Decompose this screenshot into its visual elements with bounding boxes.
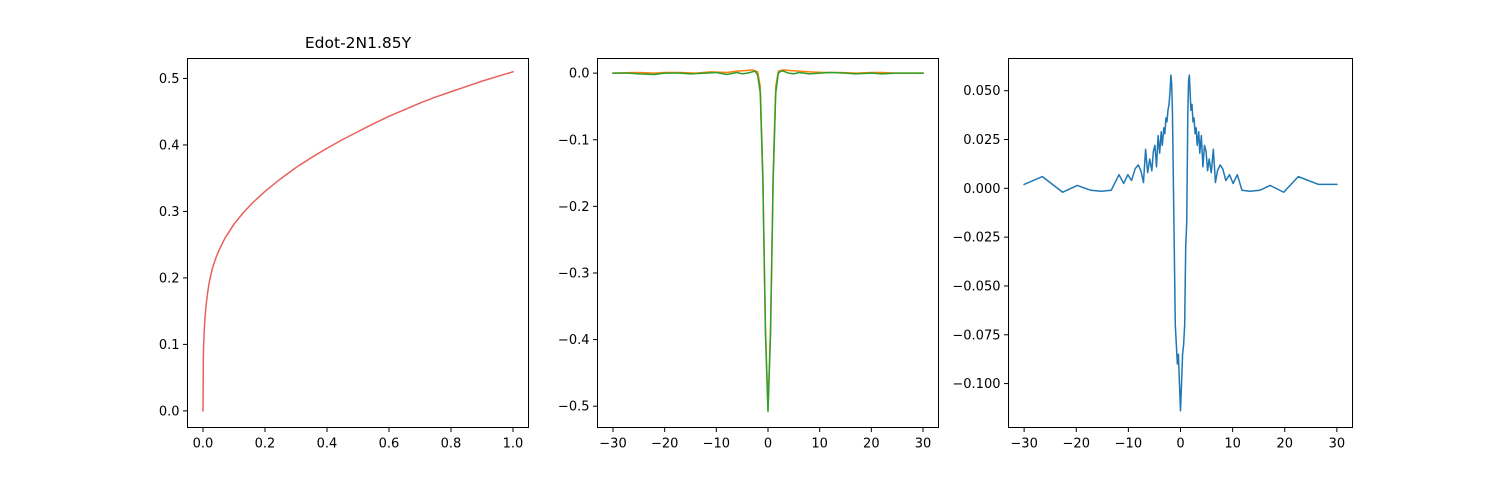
panel-3-frame <box>1008 58 1353 428</box>
panel-1-series-1-line <box>202 70 514 412</box>
panel-2-series-2-line <box>612 70 924 413</box>
panel-1-y-tick-label: 0.2 <box>159 271 180 286</box>
panel-2-y-axis: 0.0 −0.1 −0.2 −0.3 −0.4 −0.5 <box>558 67 598 415</box>
panel-3-y-tick-label: −0.025 <box>952 231 1000 246</box>
panel-1-y-tick-label: 0.0 <box>159 404 180 419</box>
panel-3-x-tick-label: −10 <box>1115 437 1142 452</box>
panel-3-y-tick-label: 0.000 <box>963 182 1000 197</box>
panel-3-x-tick-label: −20 <box>1063 437 1090 452</box>
panel-2-plot-area <box>612 69 924 413</box>
panel-2-y-tick-label: −0.5 <box>558 400 590 415</box>
panel-1-x-tick-label: 0.6 <box>379 437 400 452</box>
panel-1-y-tick-label: 0.4 <box>159 138 180 153</box>
panel-1-x-tick-label: 1.0 <box>503 437 524 452</box>
panel-2-x-axis: −30 −20 −10 0 10 20 30 <box>599 427 932 452</box>
panel-1-y-tick-label: 0.5 <box>159 72 180 87</box>
panel-1-x-axis: 0.0 0.2 0.4 0.6 0.8 1.0 <box>193 427 524 452</box>
panel-3-x-tick-label: 30 <box>1329 437 1346 452</box>
panel-3-y-axis: 0.050 0.025 0.000 −0.025 −0.050 −0.075 −0.100 <box>952 84 1009 392</box>
panel-2-x-tick-label: −20 <box>651 437 678 452</box>
panel-2-frame <box>597 58 939 428</box>
panel-2-y-tick-label: 0.0 <box>569 67 590 82</box>
panel-1-x-tick-label: 0.0 <box>193 437 214 452</box>
panel-3-y-tick-label: −0.100 <box>952 377 1000 392</box>
panel-3-y-tick-label: −0.075 <box>952 328 1000 343</box>
panel-2-x-tick-label: −10 <box>703 437 730 452</box>
panel-3-y-tick-label: −0.050 <box>952 279 1000 294</box>
panel-1-cumulative-curve: Edot-2N1.85Y 0.0 0.2 0.4 0.6 0.8 1.0 0.00.10.… <box>159 34 529 452</box>
panel-2-x-tick-label: −30 <box>599 437 626 452</box>
panel-1-y-tick-label: 0.1 <box>159 338 180 353</box>
panel-3-y-tick-label: 0.025 <box>963 133 1000 148</box>
panel-3-x-tick-label: 20 <box>1276 437 1293 452</box>
panel-1-y-axis: 0.0 0.1 0.2 0.3 0.4 0.5 <box>159 72 188 419</box>
panel-2-y-tick-label: −0.1 <box>558 133 590 148</box>
panel-3-x-tick-label: −30 <box>1010 437 1037 452</box>
panel-3-x-axis: −30 −20 −10 0 10 20 30 <box>1010 427 1346 452</box>
panel-2-x-tick-label: 20 <box>863 437 880 452</box>
panel-3-x-tick-label: 0 <box>1176 437 1184 452</box>
panel-1-title: Edot-2N1.85Y <box>305 34 412 52</box>
panel-1-frame <box>187 58 529 428</box>
panel-2-dip-curves: −30 −20 −10 0 10 20 30 0.0 −0.1 −0.2 −0.3 −0.4 −0.5 <box>558 58 939 452</box>
panel-3-plot-area <box>1023 74 1338 412</box>
panel-2-x-tick-label: 0 <box>764 437 772 452</box>
panel-3-series-1-line <box>1023 74 1338 412</box>
panel-1-x-tick-label: 0.2 <box>255 437 276 452</box>
panel-2-x-tick-label: 10 <box>811 437 828 452</box>
panel-2-y-tick-label: −0.4 <box>558 333 590 348</box>
panel-1-x-tick-label: 0.8 <box>441 437 462 452</box>
panel-3-difference-curve: −30 −20 −10 0 10 20 30 0.050 0.025 0.000 −0.025 −0… <box>952 58 1353 452</box>
panel-2-x-tick-label: 30 <box>915 437 932 452</box>
panel-1-x-tick-label: 0.4 <box>317 437 338 452</box>
panel-1-plot-area <box>202 70 514 412</box>
panel-3-x-tick-label: 10 <box>1224 437 1241 452</box>
panel-1-y-tick-label: 0.3 <box>159 205 180 220</box>
panel-3-y-tick-label: 0.050 <box>963 84 1000 99</box>
panel-2-y-tick-label: −0.3 <box>558 266 590 281</box>
panel-2-y-tick-label: −0.2 <box>558 200 590 215</box>
